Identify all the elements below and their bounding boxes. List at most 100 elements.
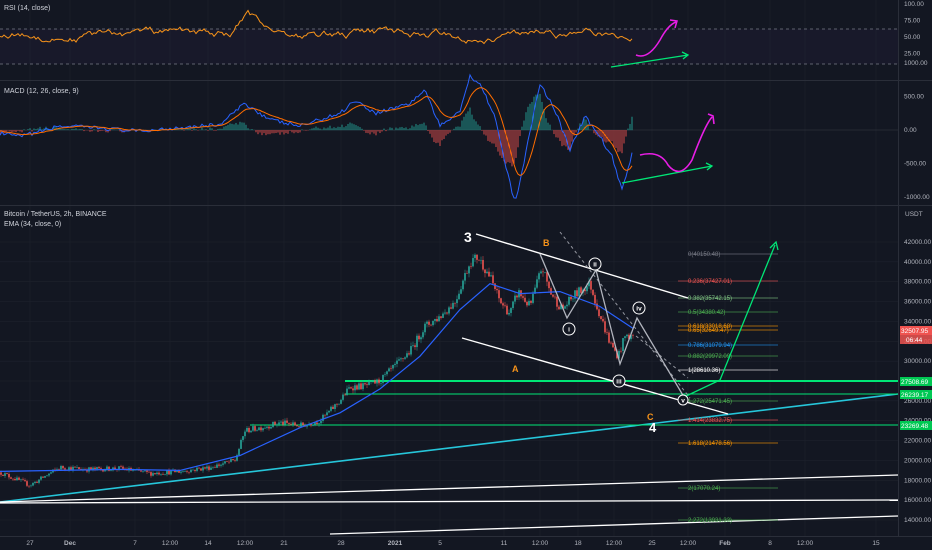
candle-body: [504, 305, 506, 307]
candle-body: [92, 467, 94, 470]
macd-bar: [249, 129, 251, 131]
macd-bar: [445, 130, 447, 136]
candle-body: [150, 472, 152, 476]
candle-body: [316, 422, 318, 425]
candle-body: [512, 301, 514, 309]
candle-body: [456, 299, 458, 304]
macd-bar: [287, 130, 289, 134]
candle-body: [400, 358, 402, 360]
candle-body: [586, 286, 588, 292]
candle-body: [540, 271, 542, 274]
macd-bar: [177, 129, 179, 131]
macd-projection-arrow: [639, 116, 713, 173]
macd-bar: [435, 130, 437, 144]
candle-body: [374, 380, 376, 384]
fib-level-label: 0.5(34380.42): [688, 310, 725, 316]
macd-bar: [261, 130, 263, 136]
macd-bar: [317, 127, 319, 131]
macd-bar: [383, 128, 385, 131]
macd-bar: [209, 127, 211, 131]
rsi-tick-label: 50.00: [904, 34, 921, 41]
candle-body: [320, 420, 322, 424]
macd-bar: [529, 103, 531, 131]
candle-body: [388, 368, 390, 372]
candle-body: [622, 338, 624, 352]
candle-body: [144, 470, 146, 472]
macd-bar: [187, 128, 189, 131]
macd-bar: [237, 124, 239, 131]
candle-body: [334, 404, 336, 409]
candle-body: [250, 430, 252, 433]
macd-bar: [39, 126, 41, 131]
candle-body: [458, 293, 460, 300]
macd-bar: [89, 130, 91, 132]
macd-bar: [83, 130, 85, 132]
macd-bar: [321, 129, 323, 131]
candle-body: [50, 472, 52, 474]
time-tick-label: 18: [574, 540, 582, 547]
candle-body: [40, 476, 42, 480]
macd-bar: [181, 128, 183, 131]
macd-bar: [535, 94, 537, 131]
macd-bar: [257, 130, 259, 135]
rsi-tick-label: 100.00: [904, 1, 924, 8]
macd-bar: [309, 129, 311, 131]
time-tick-label: 12:00: [237, 540, 254, 547]
macd-bar: [389, 127, 391, 131]
rsi-title: RSI (14, close): [4, 5, 50, 12]
candle-body: [290, 423, 292, 425]
macd-bar: [277, 130, 279, 133]
candle-body: [360, 383, 362, 390]
macd-bar: [335, 127, 337, 131]
candle-body: [206, 466, 208, 469]
candle-body: [104, 470, 106, 472]
macd-bar: [611, 130, 613, 142]
macd-bar: [583, 118, 585, 131]
candle-body: [484, 269, 486, 274]
candle-body: [236, 455, 238, 461]
macd-bar: [117, 129, 119, 131]
macd-bar: [375, 130, 377, 136]
macd-bar: [243, 122, 245, 131]
macd-bar: [507, 130, 509, 163]
macd-bar: [301, 129, 303, 131]
macd-bar: [381, 130, 383, 132]
candle-body: [344, 394, 346, 396]
macd-bar: [369, 130, 371, 135]
macd-bar: [111, 129, 113, 131]
macd-bar: [563, 130, 565, 146]
candle-body: [572, 298, 574, 300]
candle-body: [2, 474, 4, 476]
macd-bar: [333, 127, 335, 131]
macd-bar: [347, 123, 349, 131]
macd-bar: [581, 123, 583, 131]
macd-bar: [161, 128, 163, 131]
macd-bar: [293, 130, 295, 134]
candle-body: [204, 467, 206, 469]
macd-bar: [597, 130, 599, 137]
candle-body: [580, 287, 582, 293]
candle-body: [170, 470, 172, 475]
candle-body: [612, 342, 614, 348]
candle-body: [564, 306, 566, 309]
macd-bar: [567, 130, 569, 150]
macd-bar: [373, 130, 375, 134]
macd-bar: [353, 124, 355, 131]
macd-bar: [525, 112, 527, 131]
candle-body: [6, 473, 8, 474]
macd-bar: [81, 129, 83, 131]
candle-body: [486, 271, 488, 274]
macd-bar: [67, 129, 69, 131]
macd-bar: [281, 130, 283, 133]
candle-body: [610, 342, 612, 344]
macd-bar: [553, 130, 555, 135]
candle-body: [380, 382, 382, 384]
candle-body: [106, 466, 108, 471]
candle-body: [414, 345, 416, 348]
candle-body: [584, 289, 586, 292]
macd-bar: [447, 130, 449, 134]
macd-bar: [439, 130, 441, 146]
wave-label-iv: iv: [636, 306, 642, 313]
fib-level-label: 1(28610.36): [688, 368, 720, 374]
